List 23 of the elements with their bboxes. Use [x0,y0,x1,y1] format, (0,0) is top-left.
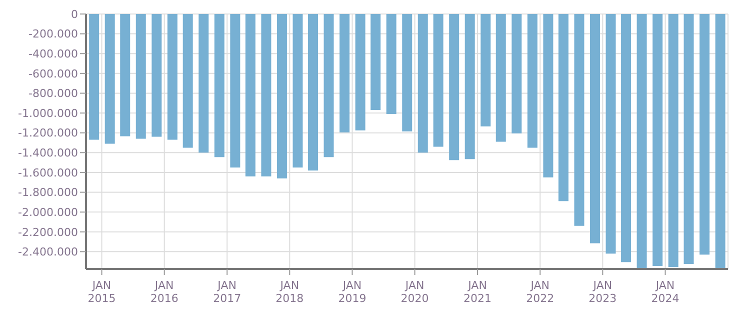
y-tick-label: -1.600.000 [18,166,78,180]
y-tick-label: -2.400.000 [18,246,78,259]
x-tick-label: JAN 2015 [88,279,116,305]
x-tick-label: JAN 2018 [276,279,304,305]
y-tick-label: -1.200.000 [18,126,78,140]
x-tick-label: JAN 2016 [150,279,178,305]
y-tick-label: -1.400.000 [18,146,78,160]
x-tick-label: JAN 2021 [464,279,492,305]
y-tick-label: 0 [71,8,78,21]
x-tick-label: JAN 2023 [588,279,617,305]
y-tick-label: -2.200.000 [18,226,78,239]
x-tick-label: JAN 2019 [338,279,366,305]
y-tick-label: -600.000 [28,67,78,80]
y-tick-label: -1.800.000 [18,186,78,200]
x-tick-label: JAN 2024 [651,279,680,305]
y-tick-label: -800.000 [28,87,78,100]
y-tick-label: -2.000.000 [18,206,78,219]
y-tick-label: -200.000 [28,28,78,41]
y-tick-label: -400.000 [28,48,78,61]
x-tick-label: JAN 2017 [213,279,242,305]
x-tick-label: JAN 2020 [400,279,429,305]
y-tick-label: -1.000.000 [18,106,78,120]
x-tick-label: JAN 2022 [526,279,554,305]
